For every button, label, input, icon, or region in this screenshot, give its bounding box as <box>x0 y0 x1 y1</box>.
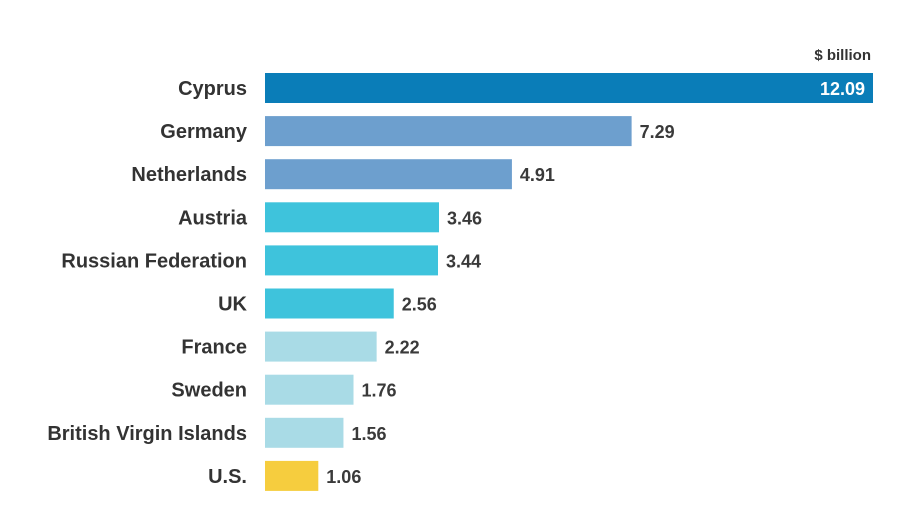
bar <box>265 73 873 103</box>
value-label: 1.06 <box>326 467 361 487</box>
category-label: Netherlands <box>131 164 247 186</box>
bars-group: Cyprus 12.09 Germany 7.29 Netherlands 4.91 Aus… <box>47 73 873 491</box>
value-label: 3.46 <box>447 208 482 228</box>
value-label: 2.22 <box>385 338 420 358</box>
category-label: U.S. <box>208 466 247 488</box>
bar <box>265 202 440 233</box>
value-label: 12.09 <box>820 79 865 99</box>
value-label: 4.91 <box>520 165 555 185</box>
category-label: Austria <box>178 207 248 229</box>
bar <box>265 331 377 362</box>
category-label: Sweden <box>171 380 247 402</box>
category-label: British Virgin Islands <box>47 423 247 445</box>
bar <box>265 116 632 147</box>
value-label: 1.76 <box>362 381 397 401</box>
category-label: France <box>181 337 247 359</box>
bar <box>265 288 394 319</box>
bar <box>265 460 319 491</box>
unit-label: $ billion <box>814 47 871 64</box>
value-label: 3.44 <box>446 251 481 271</box>
bar <box>265 374 354 405</box>
bar <box>265 159 512 190</box>
value-label: 7.29 <box>640 122 675 142</box>
category-label: Russian Federation <box>61 250 247 272</box>
category-label: Germany <box>160 121 248 143</box>
bar <box>265 245 438 276</box>
category-label: Cyprus <box>178 78 247 100</box>
category-label: UK <box>218 294 247 316</box>
bar <box>265 417 344 448</box>
value-label: 2.56 <box>402 295 437 315</box>
value-label: 1.56 <box>351 424 386 444</box>
